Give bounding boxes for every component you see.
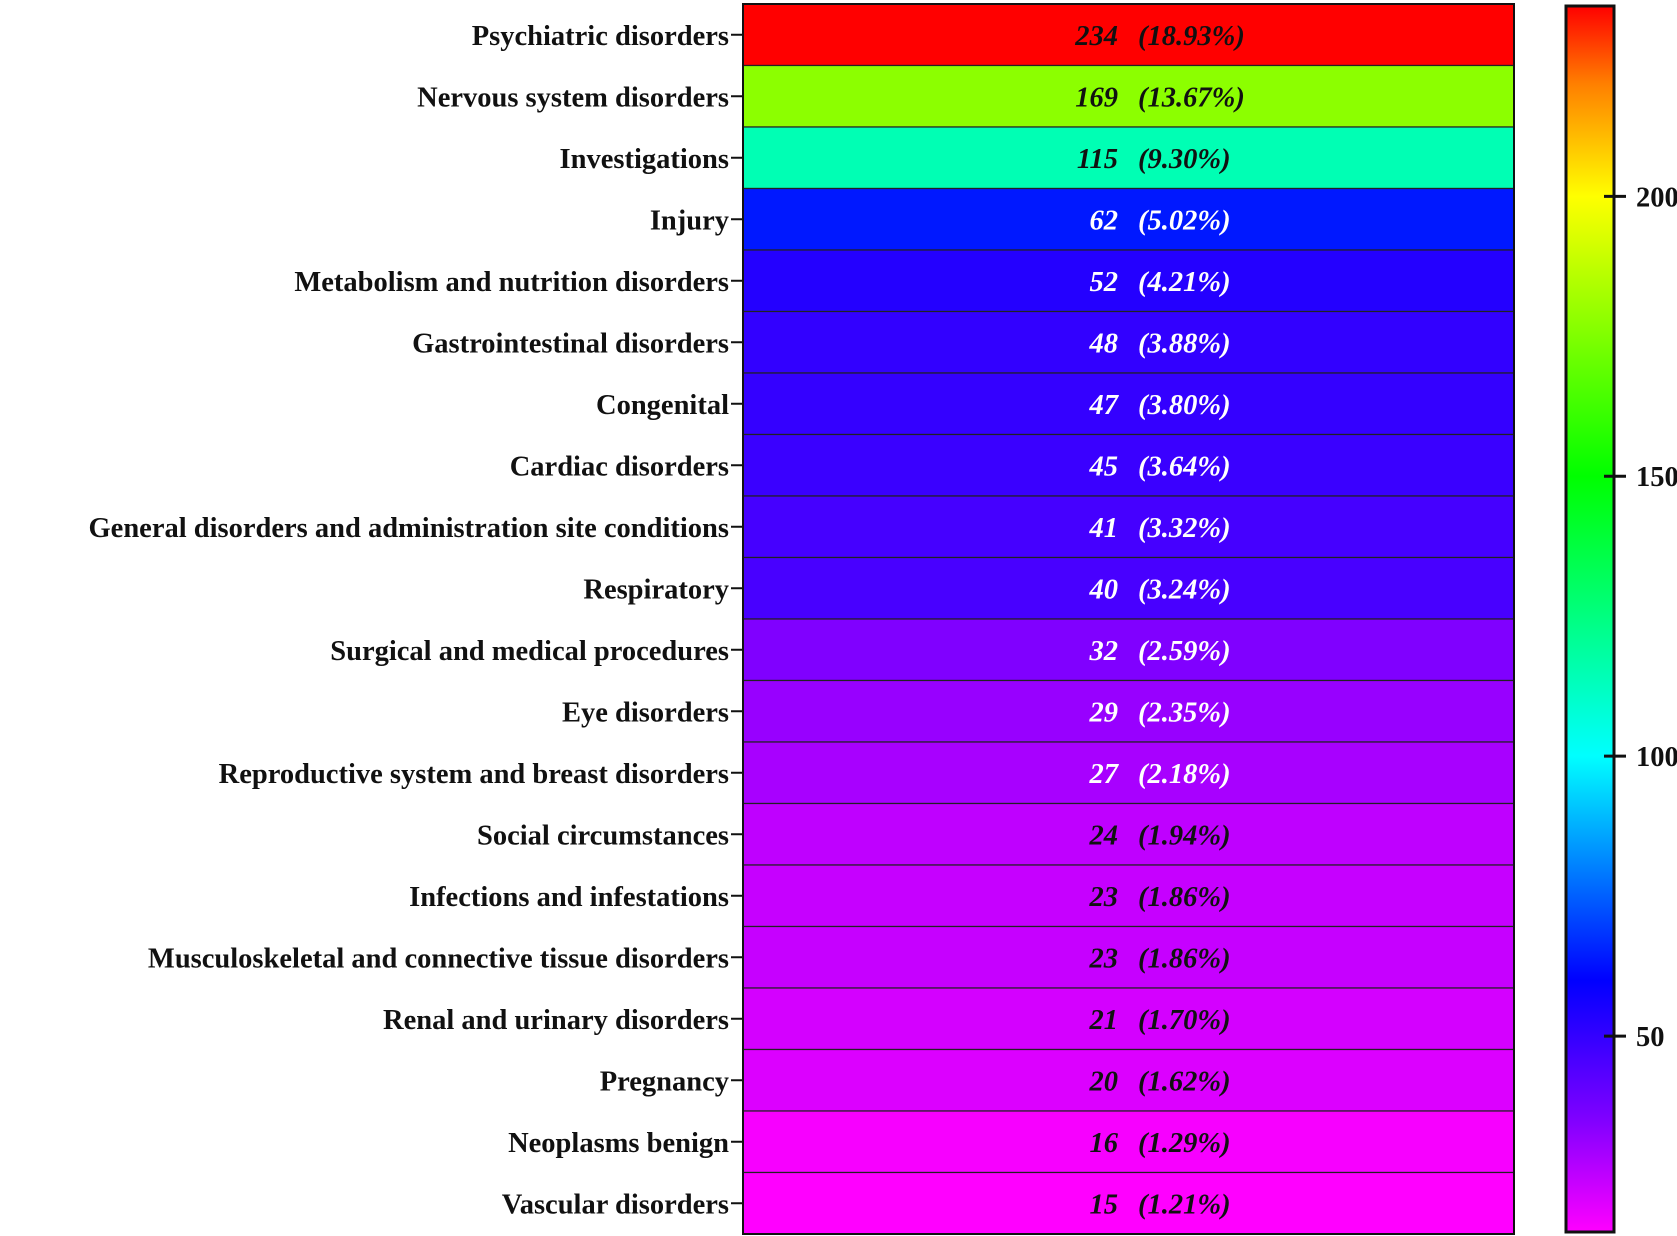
- category-label: Investigations: [560, 144, 729, 175]
- category-label: Congenital: [596, 390, 729, 421]
- category-label: Gastrointestinal disorders: [412, 328, 729, 359]
- cell-value-label: 52: [1090, 267, 1119, 298]
- category-label: Social circumstances: [477, 820, 729, 851]
- colorbar: 50 100 150 200: [1564, 4, 1677, 1234]
- category-label: Eye disorders: [562, 697, 729, 728]
- colorbar-tick-label: 150: [1636, 462, 1677, 493]
- heatmap-cell: [742, 126, 1515, 190]
- cell-value-label: 24: [1089, 820, 1119, 851]
- cell-percent-label: (1.70%): [1138, 1005, 1231, 1036]
- heatmap-cell: [742, 925, 1515, 989]
- heatmap-cell: [742, 987, 1515, 1051]
- category-label: Respiratory: [583, 574, 729, 605]
- heatmap-cell: [742, 433, 1515, 497]
- cell-value-label: 41: [1089, 513, 1119, 544]
- cell-value-label: 29: [1089, 697, 1119, 728]
- cell-value-label: 234: [1074, 21, 1118, 52]
- heatmap-cell: [742, 187, 1515, 251]
- cell-value-label: 23: [1089, 943, 1119, 974]
- cell-value-label: 45: [1089, 451, 1119, 482]
- cell-percent-label: (1.86%): [1138, 943, 1231, 974]
- cell-value-label: 62: [1090, 205, 1119, 236]
- heatmap-cell: [742, 372, 1515, 436]
- category-label: Metabolism and nutrition disorders: [294, 267, 729, 298]
- cell-percent-label: (5.02%): [1138, 205, 1231, 236]
- category-label: Psychiatric disorders: [472, 21, 729, 52]
- category-label: Renal and urinary disorders: [383, 1005, 729, 1036]
- heatmap-cell: [742, 1048, 1515, 1112]
- category-label: Infections and infestations: [409, 882, 729, 913]
- heatmap-cell: [742, 249, 1515, 313]
- category-label: General disorders and administration sit…: [89, 513, 730, 544]
- category-label: Musculoskeletal and connective tissue di…: [148, 943, 729, 974]
- colorbar-scale: [1564, 4, 1616, 1234]
- category-label: Injury: [650, 205, 729, 236]
- heatmap-cells: 234 (18.93%) 169 (13.67%) 115 (9.30%) 62 (5.02%…: [742, 3, 1515, 1235]
- cell-value-label: 115: [1077, 144, 1118, 175]
- category-label: Cardiac disorders: [510, 451, 729, 482]
- cell-value-label: 169: [1075, 82, 1118, 113]
- cell-percent-label: (1.86%): [1138, 882, 1231, 913]
- category-label: Surgical and medical procedures: [330, 636, 729, 667]
- cell-value-label: 23: [1089, 882, 1119, 913]
- cell-percent-label: (1.62%): [1138, 1066, 1231, 1097]
- cell-value-label: 47: [1089, 390, 1120, 421]
- heatmap-cell: [742, 1110, 1515, 1174]
- heatmap-frame: [742, 3, 1515, 1235]
- category-label: Pregnancy: [600, 1066, 729, 1097]
- cell-percent-label: (1.94%): [1138, 820, 1231, 851]
- cell-percent-label: (3.88%): [1138, 328, 1231, 359]
- heatmap-cell: [742, 3, 1515, 67]
- heatmap-cell: [742, 618, 1515, 682]
- category-label: Nervous system disorders: [417, 82, 729, 113]
- cell-percent-label: (2.59%): [1138, 636, 1231, 667]
- heatmap-cell: [742, 556, 1515, 620]
- heatmap-cell: [742, 741, 1515, 805]
- cell-percent-label: (1.21%): [1138, 1189, 1231, 1220]
- cell-percent-label: (1.29%): [1138, 1128, 1231, 1159]
- heatmap-cell: [742, 802, 1515, 866]
- cell-percent-label: (3.32%): [1138, 513, 1231, 544]
- cell-value-label: 27: [1089, 759, 1120, 790]
- cell-value-label: 21: [1089, 1005, 1119, 1036]
- category-labels: Psychiatric disorders Nervous system diso…: [89, 21, 743, 1220]
- heatmap-cell: [742, 864, 1515, 928]
- cell-value-label: 16: [1090, 1128, 1119, 1159]
- colorbar-tick-label: 200: [1636, 182, 1677, 213]
- heatmap-cell: [742, 1171, 1515, 1235]
- category-label: Vascular disorders: [502, 1189, 729, 1220]
- category-label: Neoplasms benign: [508, 1128, 729, 1159]
- cell-value-label: 40: [1089, 574, 1119, 605]
- heatmap-cell: [742, 679, 1515, 743]
- cell-percent-label: (3.80%): [1138, 390, 1231, 421]
- cell-percent-label: (4.21%): [1138, 267, 1231, 298]
- cell-value-label: 32: [1089, 636, 1119, 667]
- cell-percent-label: (3.24%): [1138, 574, 1231, 605]
- category-label: Reproductive system and breast disorders: [219, 759, 729, 790]
- cell-percent-label: (9.30%): [1138, 144, 1231, 175]
- cell-value-label: 20: [1089, 1066, 1119, 1097]
- heatmap-cell: [742, 310, 1515, 374]
- cell-percent-label: (13.67%): [1138, 82, 1245, 113]
- cell-value-label: 15: [1090, 1189, 1119, 1220]
- heatmap-cell: [742, 495, 1515, 559]
- cell-percent-label: (2.35%): [1138, 697, 1231, 728]
- cell-value-label: 48: [1089, 328, 1119, 359]
- cell-percent-label: (3.64%): [1138, 451, 1231, 482]
- cell-percent-label: (18.93%): [1138, 21, 1245, 52]
- colorbar-tick-label: 100: [1636, 742, 1677, 773]
- colorbar-tick-label: 50: [1636, 1022, 1665, 1053]
- heatmap-cell: [742, 64, 1515, 128]
- cell-percent-label: (2.18%): [1138, 759, 1231, 790]
